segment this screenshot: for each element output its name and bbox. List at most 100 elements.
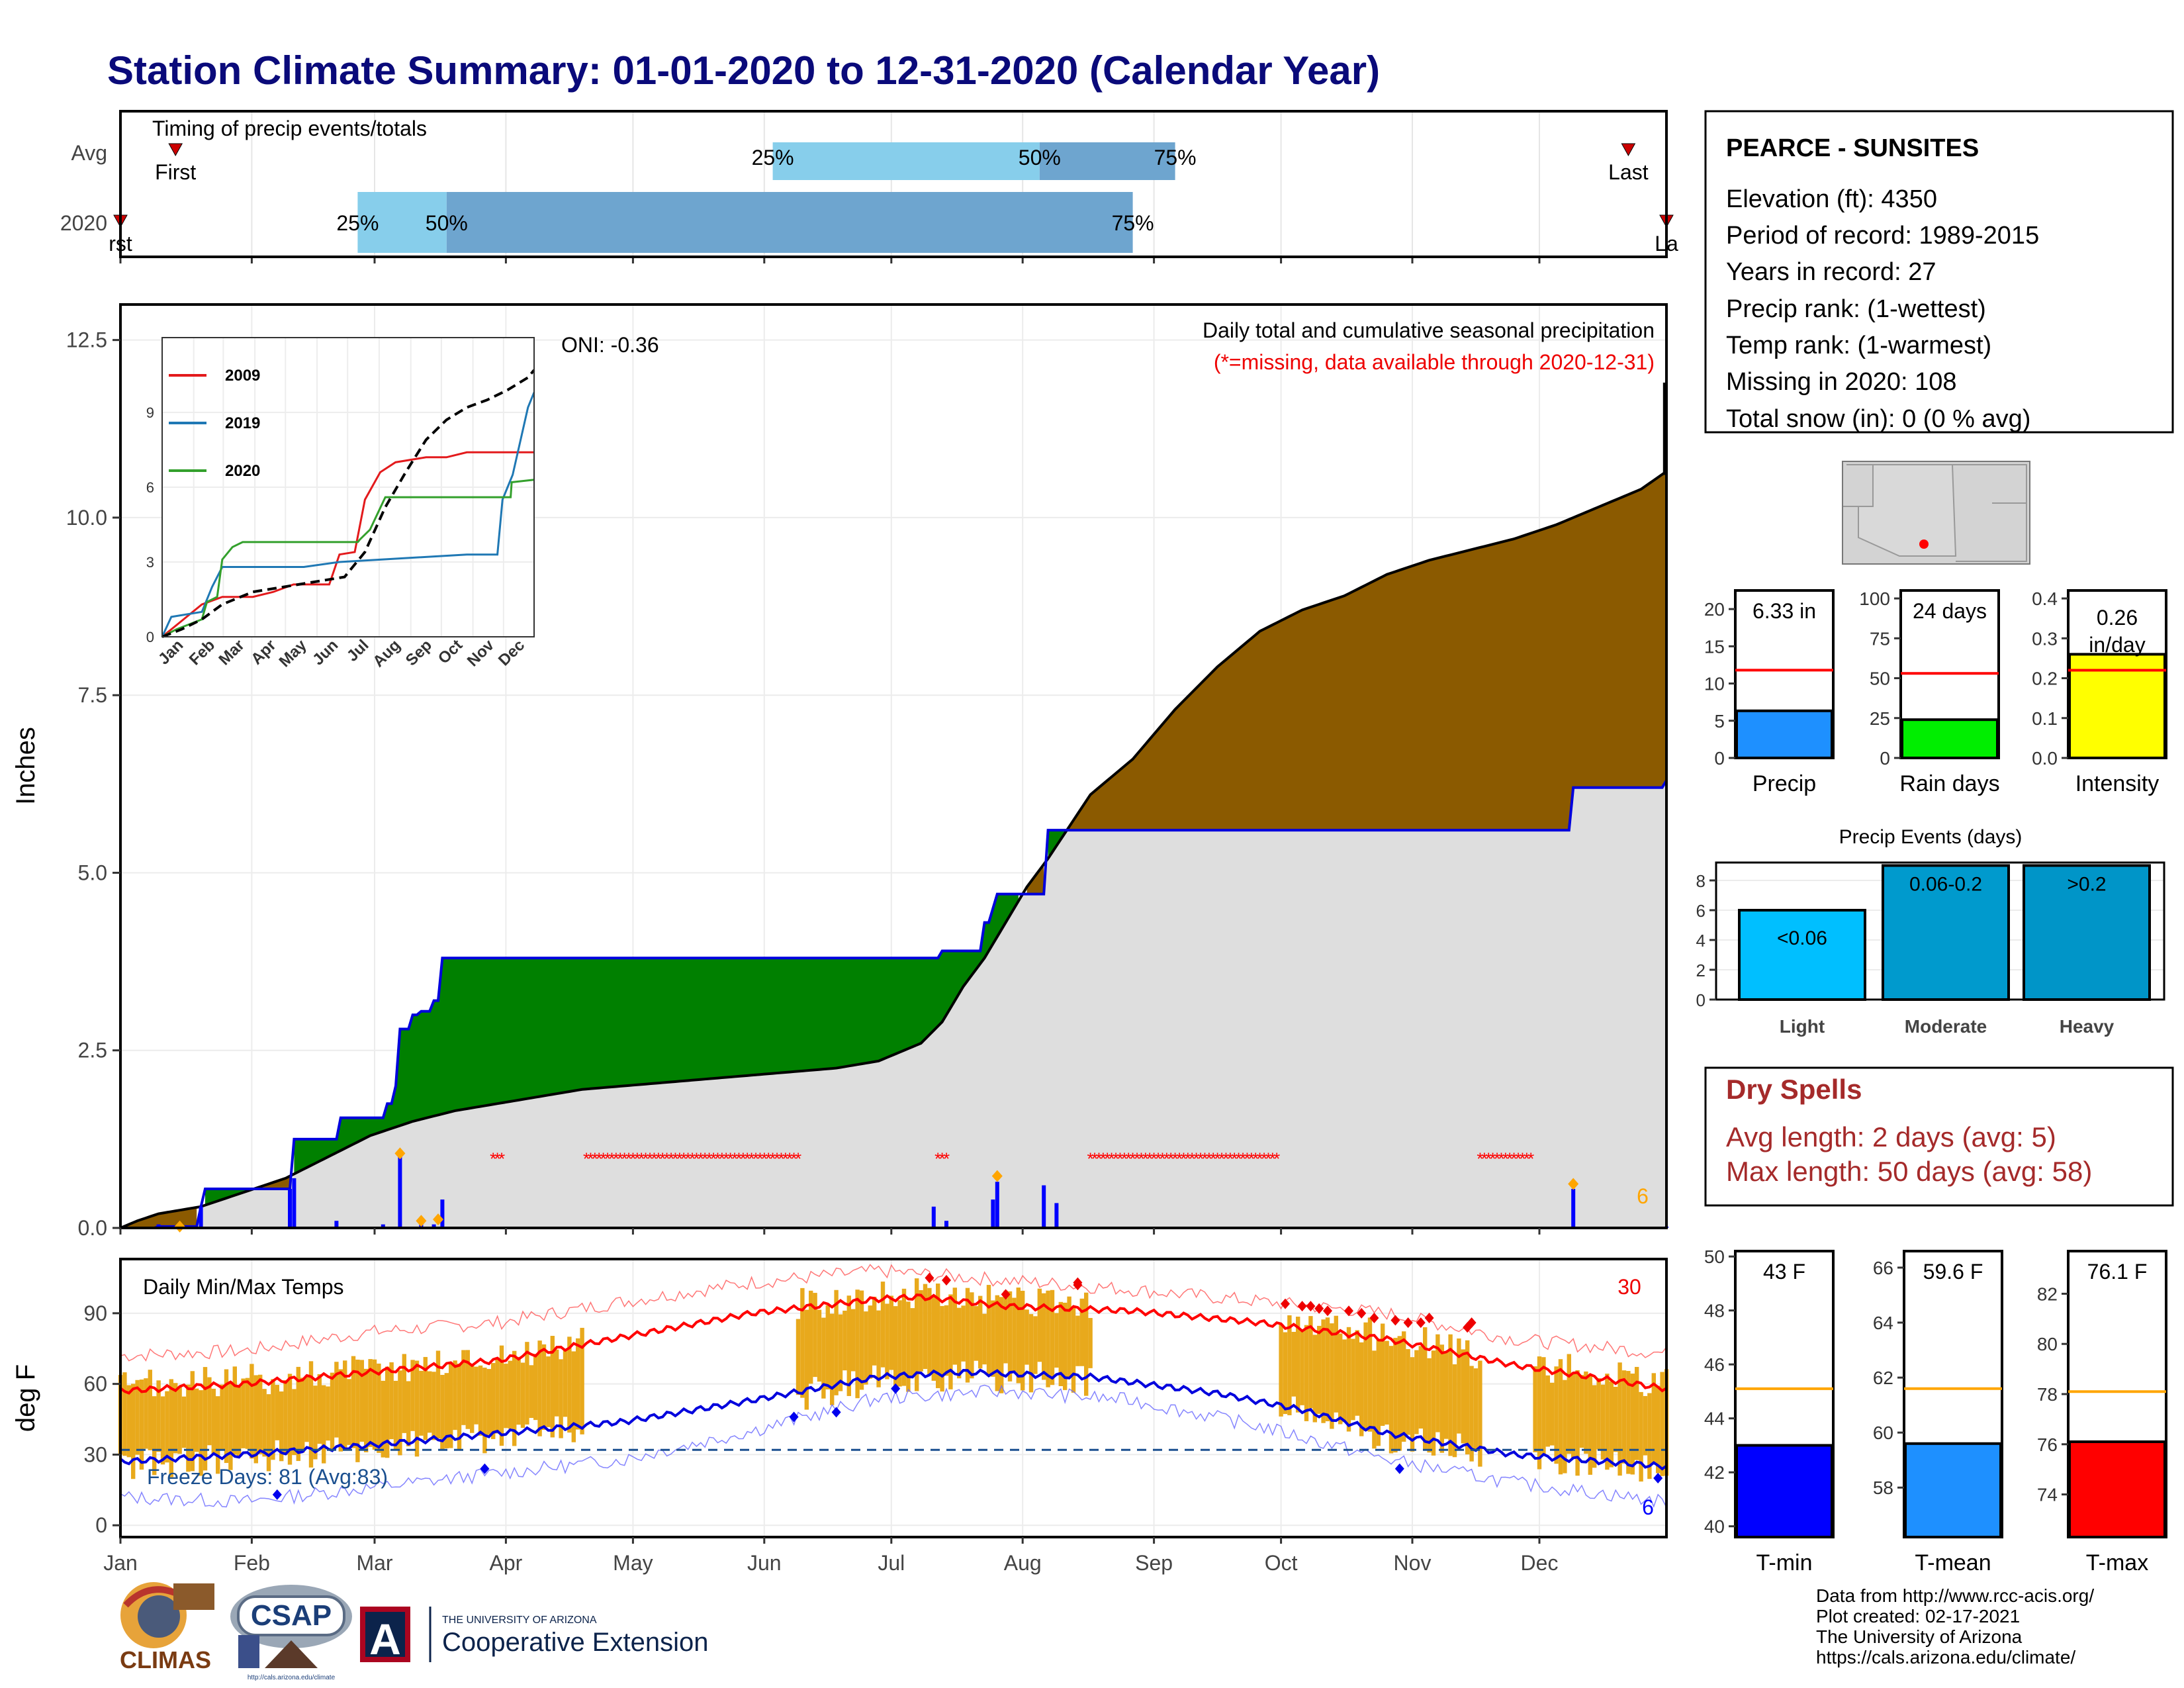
temp-daily-bar — [491, 1363, 496, 1439]
temp-daily-bar — [287, 1374, 293, 1465]
precip-chart-subtitle: (*=missing, data available through 2020-… — [1214, 350, 1655, 374]
svg-text:CLIMAS: CLIMAS — [120, 1646, 211, 1673]
missing-marker: * — [1163, 1149, 1170, 1169]
precip-daily-marker — [991, 1170, 1003, 1182]
small-bar-ytick-label: 64 — [1873, 1313, 1893, 1333]
missing-marker: * — [592, 1149, 598, 1169]
precip-events-panel: Precip Events (days) <0.06 Light 0.06-0.2 M… — [1696, 826, 2165, 1037]
small-bar-ytick-label: 0.3 — [2032, 628, 2058, 649]
events-bar — [1738, 909, 1866, 1001]
small-bar-ytick-label: 50 — [1870, 669, 1890, 689]
record-high-marker — [1297, 1301, 1307, 1312]
oni-label: ONI: -0.36 — [561, 333, 659, 357]
small-bar-category-label: T-mean — [1915, 1550, 1991, 1575]
temp-daily-bar — [1075, 1315, 1080, 1366]
missing-marker: * — [1121, 1149, 1128, 1169]
temp-daily-bar — [563, 1350, 568, 1417]
timing-percent-label: 50% — [426, 211, 468, 235]
timing-percent-label: 25% — [336, 211, 379, 235]
temp-daily-bar — [986, 1285, 991, 1376]
temp-daily-bar — [1028, 1314, 1034, 1393]
missing-marker: * — [749, 1149, 755, 1169]
temp-daily-bar — [1346, 1327, 1351, 1432]
timing-ylabel-2020: 2020 — [60, 211, 107, 235]
record-low-marker — [831, 1407, 841, 1418]
missing-marker: * — [791, 1149, 797, 1169]
missing-marker: * — [1515, 1149, 1522, 1169]
station-line: Total snow (in): 0 (0 % avg) — [1726, 405, 2030, 433]
temp-daily-bar — [317, 1374, 322, 1444]
temp-daily-bar — [851, 1309, 856, 1372]
temp-daily-bar — [944, 1305, 949, 1376]
temp-daily-bar — [1427, 1358, 1432, 1453]
temp-daily-bar — [1465, 1340, 1470, 1455]
temp-daily-bar — [393, 1380, 398, 1450]
temp-daily-bar — [457, 1363, 462, 1450]
temp-daily-bar — [1414, 1350, 1419, 1434]
temp-daily-bar — [334, 1362, 339, 1438]
temp-daily-bar — [1402, 1331, 1406, 1442]
temp-daily-bar — [520, 1362, 525, 1428]
temp-daily-bar — [1342, 1339, 1347, 1423]
missing-marker: * — [1485, 1149, 1492, 1169]
avg-min-line — [119, 1368, 1668, 1471]
temp-daily-bar — [381, 1380, 385, 1458]
temp-daily-bar — [541, 1344, 547, 1430]
missing-marker: * — [490, 1149, 496, 1169]
precip-daily-bar — [440, 1199, 445, 1228]
month-tick-label: Nov — [1394, 1551, 1432, 1575]
temp-daily-bar — [1312, 1335, 1317, 1423]
temp-daily-bar — [1012, 1297, 1017, 1372]
small-bar-ytick-label: 48 — [1704, 1301, 1725, 1321]
events-category-label: Heavy — [2060, 1016, 2115, 1037]
missing-marker: * — [735, 1149, 742, 1169]
temp-daily-bar — [241, 1378, 246, 1448]
precip-ytick-label: 2.5 — [78, 1039, 107, 1062]
temp-daily-bar — [550, 1336, 555, 1438]
timing-bar-50-75 — [1039, 142, 1175, 180]
precip-2020-cumulative-line — [120, 779, 1668, 1229]
temp-daily-bar — [160, 1396, 165, 1465]
temp-daily-bar — [1046, 1290, 1050, 1387]
month-tick-label: Oct — [1265, 1551, 1298, 1575]
temp-daily-bar — [122, 1372, 127, 1456]
missing-marker: * — [1104, 1149, 1111, 1169]
locator-map — [1842, 461, 2030, 565]
inset-ytick-label: 9 — [146, 404, 154, 421]
timing-title: Timing of precip events/totals — [152, 117, 427, 140]
temp-daily-bar — [567, 1336, 572, 1433]
inset-series-line — [161, 392, 535, 637]
temp-daily-bar — [228, 1382, 233, 1470]
missing-marker: * — [1519, 1149, 1525, 1169]
temp-daily-bar — [555, 1349, 559, 1417]
temp-daily-bar — [482, 1368, 487, 1454]
temp-daily-bar — [224, 1369, 229, 1464]
small-bar — [1735, 709, 1833, 759]
temp-daily-bar — [995, 1295, 999, 1391]
precip-daily-marker — [416, 1215, 427, 1227]
temp-daily-bar — [1063, 1302, 1068, 1390]
temp-panel: 0 30 60 90 Jan Feb Mar Apr May Jun Jul Aug Sep Oct No… — [11, 1258, 1669, 1575]
temp-daily-bar — [1279, 1324, 1283, 1417]
footer-line: Plot created: 02-17-2021 — [1816, 1606, 2020, 1626]
temp-daily-bar — [152, 1396, 157, 1476]
temp-daily-bar — [253, 1375, 258, 1464]
missing-marker: * — [1498, 1149, 1504, 1169]
record-high-marker — [1073, 1277, 1083, 1288]
missing-marker: * — [795, 1149, 801, 1169]
temp-daily-bar — [931, 1295, 936, 1381]
missing-marker: * — [778, 1149, 784, 1169]
temp-daily-bar — [838, 1314, 843, 1391]
small-bar-ytick-label: 60 — [1873, 1423, 1893, 1443]
missing-marker: * — [1252, 1149, 1259, 1169]
temp-daily-bar — [1058, 1301, 1063, 1387]
inset-series-line — [161, 451, 534, 638]
missing-marker: * — [1527, 1149, 1534, 1169]
precip-daily-marker — [394, 1147, 406, 1160]
csap-logo: CSAP http://cals.arizona.edu/climate — [230, 1585, 352, 1681]
temp-daily-bar — [1621, 1370, 1627, 1464]
temp-daily-bar — [846, 1295, 851, 1396]
precip-daily-bar — [398, 1156, 402, 1228]
timing-percent-label: 25% — [752, 146, 794, 169]
